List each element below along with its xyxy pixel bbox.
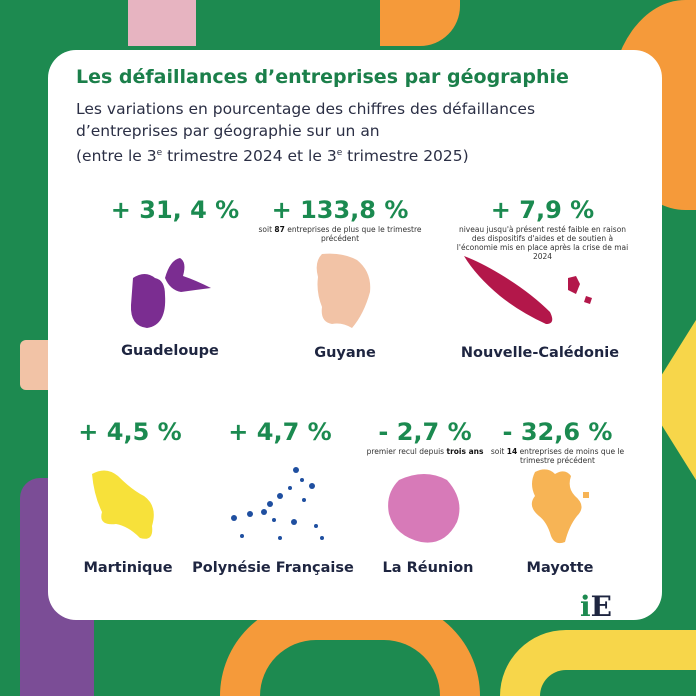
region-guadeloupe: + 31, 4 % <box>100 196 250 224</box>
mayotte-map-icon <box>531 469 589 544</box>
region-guyane: + 133,8 % soit 87 entreprises de plus qu… <box>250 196 430 243</box>
subtitle-line: d’entreprises par géographie sur un an <box>76 122 380 140</box>
region-nouvelle-caledonie: + 7,9 % niveau jusqu'à présent resté fai… <box>455 196 630 261</box>
text: soit <box>258 225 275 234</box>
text: trimestre 2025) <box>342 147 469 166</box>
change-note: niveau jusqu'à présent resté faible en r… <box>456 225 629 261</box>
text: trimestre 2024 et le 3 <box>162 147 337 166</box>
region-name: Guadeloupe <box>121 343 219 359</box>
text: premier recul depuis <box>366 447 447 456</box>
logo-i: i <box>580 590 591 623</box>
subtitle: Les variations en pourcentage des chiffr… <box>76 98 616 167</box>
region-mayotte: - 32,6 % soit 14 entreprises de moins qu… <box>490 418 625 465</box>
page-title: Les défaillances d’entreprises par géogr… <box>76 66 569 88</box>
sup: e <box>336 148 343 158</box>
martinique-map-icon <box>92 470 154 539</box>
polynesie-map-icon <box>231 467 324 540</box>
region-name: Polynésie Française <box>192 560 354 576</box>
pink-block <box>128 0 196 46</box>
guadeloupe-map-icon <box>130 258 211 328</box>
nouvelle-caledonie-map-icon <box>464 256 592 324</box>
logo-e: E <box>590 590 612 623</box>
text: trois ans <box>446 447 484 456</box>
change-note: soit 14 entreprises de moins que le trim… <box>490 447 625 465</box>
subtitle-line: Les variations en pourcentage des chiffr… <box>76 100 536 118</box>
text: entreprises de moins que le trimestre pr… <box>517 447 625 465</box>
change-value: + 31, 4 % <box>110 196 240 224</box>
text: entreprises de plus que le trimestre pré… <box>284 225 422 243</box>
text: 87 <box>274 225 285 234</box>
region-name: La Réunion <box>382 560 474 576</box>
la-reunion-map-icon <box>388 474 460 543</box>
text: 14 <box>506 447 518 456</box>
region-polynesie: + 4,7 % <box>210 418 350 446</box>
region-martinique: + 4,5 % <box>60 418 200 446</box>
guyane-map-icon <box>316 253 371 328</box>
ie-logo: iE <box>580 590 612 623</box>
change-value: + 7,9 % <box>490 196 595 224</box>
sup: e <box>156 148 163 158</box>
region-name: Mayotte <box>526 560 594 576</box>
change-value: - 2,7 % <box>378 418 472 446</box>
change-value: + 4,7 % <box>228 418 332 446</box>
text: (entre le 3 <box>76 147 157 166</box>
change-note: premier recul depuis trois ans <box>350 447 500 456</box>
change-value: + 4,5 % <box>78 418 182 446</box>
orange-arc-top <box>380 0 460 46</box>
region-name: Martinique <box>83 560 173 576</box>
subtitle-line: (entre le 3e trimestre 2024 et le 3e tri… <box>76 142 616 167</box>
change-value: + 133,8 % <box>271 196 409 224</box>
yellow-arc-bottom <box>500 630 696 696</box>
change-value: - 32,6 % <box>502 418 613 446</box>
text: soit <box>490 447 507 456</box>
region-la-reunion: - 2,7 % premier recul depuis trois ans <box>350 418 500 456</box>
region-name: Nouvelle-Calédonie <box>460 345 620 361</box>
region-name: Guyane <box>314 345 376 361</box>
change-note: soit 87 entreprises de plus que le trime… <box>250 225 430 243</box>
